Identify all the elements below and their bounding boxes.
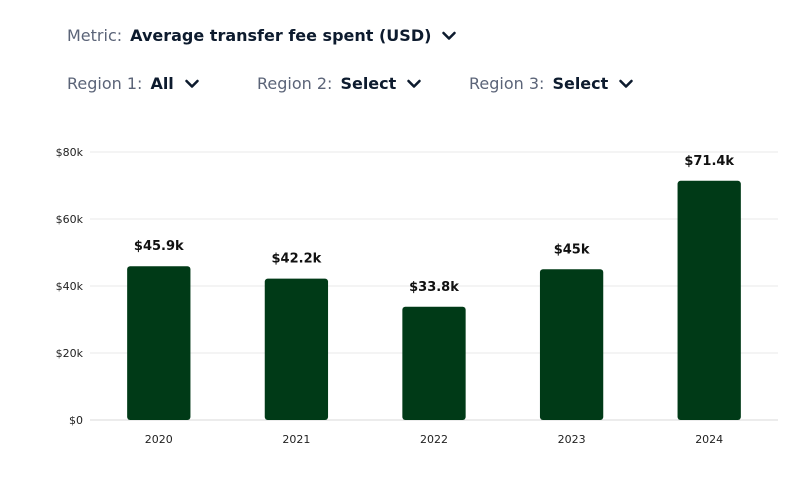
region-3-label: Region 3: xyxy=(469,74,545,93)
bar[interactable] xyxy=(402,306,466,420)
bar[interactable] xyxy=(677,180,741,420)
x-tick-label: 2021 xyxy=(282,433,310,446)
y-tick-label: $80k xyxy=(56,146,84,159)
chevron-down-icon xyxy=(618,76,634,92)
chevron-down-icon xyxy=(441,28,457,44)
region-1-dropdown[interactable]: Region 1: All xyxy=(67,74,200,93)
chevron-down-icon xyxy=(184,76,200,92)
bar[interactable] xyxy=(264,278,329,420)
data-label: $42.2k xyxy=(272,252,322,267)
bar[interactable] xyxy=(539,269,604,420)
y-tick-label: $20k xyxy=(56,347,84,360)
chevron-down-icon xyxy=(406,76,422,92)
bar[interactable] xyxy=(127,266,191,420)
region-1-value: All xyxy=(150,74,174,93)
data-label: $45.9k xyxy=(134,239,184,254)
y-tick-label: $40k xyxy=(56,280,84,293)
x-tick-label: 2022 xyxy=(420,433,448,446)
metric-dropdown[interactable]: Metric: Average transfer fee spent (USD) xyxy=(67,26,457,45)
metric-label: Metric: xyxy=(67,26,123,45)
data-label: $45k xyxy=(554,242,590,257)
region-3-value: Select xyxy=(552,74,609,93)
metric-value: Average transfer fee spent (USD) xyxy=(130,26,432,45)
y-tick-label: $0 xyxy=(69,414,83,427)
data-label: $33.8k xyxy=(409,280,459,295)
region-2-dropdown[interactable]: Region 2: Select xyxy=(257,74,422,93)
region-1-label: Region 1: xyxy=(67,74,143,93)
region-3-dropdown[interactable]: Region 3: Select xyxy=(469,74,634,93)
x-tick-label: 2024 xyxy=(695,433,723,446)
y-tick-label: $60k xyxy=(56,213,84,226)
x-tick-label: 2023 xyxy=(558,433,586,446)
region-2-label: Region 2: xyxy=(257,74,333,93)
x-tick-label: 2020 xyxy=(145,433,173,446)
data-label: $71.4k xyxy=(684,154,734,169)
region-2-value: Select xyxy=(340,74,397,93)
